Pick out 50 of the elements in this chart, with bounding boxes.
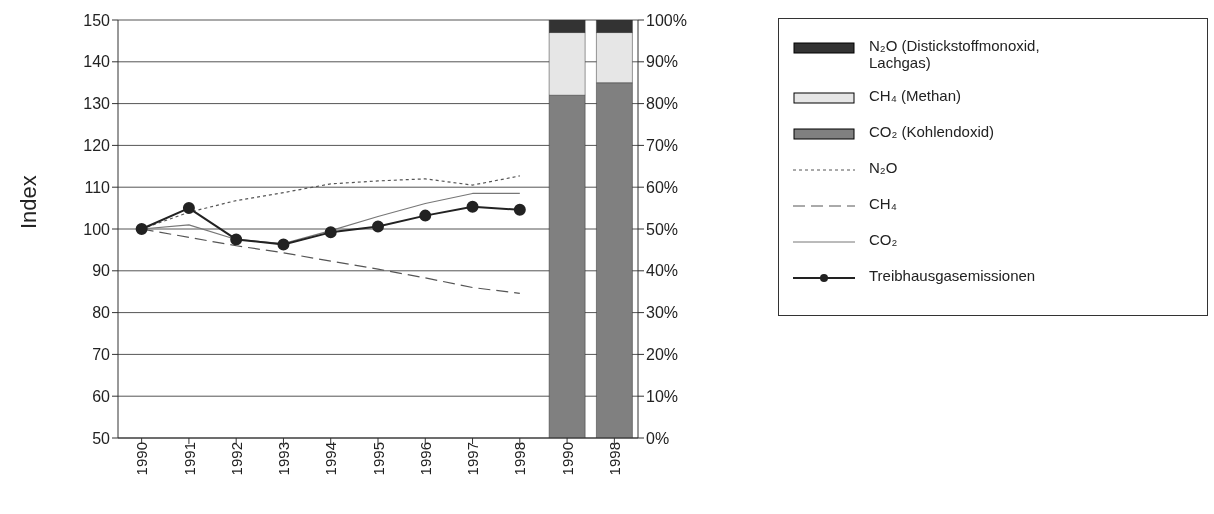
point	[230, 233, 243, 246]
y2-tick-label: 50%	[646, 220, 679, 238]
x-tick-label: 1991	[180, 442, 198, 476]
point	[182, 202, 195, 215]
y2-tick-label: 70%	[646, 137, 679, 155]
y-tick-label: 150	[83, 11, 111, 29]
x-tick-label: 1995	[369, 442, 387, 476]
legend-label: Treibhausgasemissionen	[869, 267, 1037, 284]
y-tick-label: 60	[92, 387, 111, 405]
y-tick-label: 140	[83, 53, 111, 71]
legend-label: N₂O	[869, 159, 899, 176]
y-tick-label: 120	[83, 137, 111, 155]
legend-label: CH₄ (Methan)	[869, 87, 962, 104]
point	[466, 200, 479, 213]
y2-tick-label: 80%	[646, 95, 679, 113]
y-tick-label: 100	[83, 220, 111, 238]
point	[372, 220, 384, 233]
point	[419, 209, 432, 222]
y-tick-label: 80	[92, 304, 111, 322]
x-tick-label: 1994	[322, 442, 340, 476]
point	[513, 203, 526, 216]
legend-label: CH₄	[869, 195, 898, 212]
y2-tick-label: 90%	[646, 53, 679, 71]
y2-tick-label: 0%	[646, 429, 670, 447]
y-tick-label: 130	[83, 95, 111, 113]
y-tick-label: 90	[92, 262, 111, 280]
x-tick-label: 1990	[558, 442, 576, 476]
legend-label: CO₂ (Kohlendoxid)	[869, 123, 996, 140]
x-tick-label: 1998	[511, 442, 529, 476]
point	[324, 226, 337, 239]
x-tick-label: 1997	[464, 442, 482, 476]
x-tick-label: 1992	[227, 442, 245, 476]
x-tick-label: 1993	[275, 442, 293, 476]
y-axis-title: Index	[15, 175, 41, 229]
legend-label: N₂O (Distickstoffmonoxid, Lachgas)	[869, 37, 1041, 71]
x-tick-label: 1990	[133, 442, 151, 476]
y-tick-label: 50	[92, 429, 111, 447]
y2-tick-label: 40%	[646, 262, 679, 280]
y2-tick-label: 100%	[646, 11, 687, 29]
y2-tick-label: 10%	[646, 387, 679, 405]
point	[135, 223, 148, 235]
legend-label: CO₂	[869, 231, 899, 248]
point	[277, 238, 290, 251]
y-tick-label: 70	[92, 346, 111, 364]
y2-tick-label: 30%	[646, 304, 679, 322]
x-tick-label: 1996	[416, 442, 434, 476]
x-tick-label: 1998	[606, 442, 624, 476]
y-tick-label: 110	[84, 178, 111, 196]
y2-tick-label: 60%	[646, 178, 679, 196]
y2-tick-label: 20%	[646, 346, 679, 364]
